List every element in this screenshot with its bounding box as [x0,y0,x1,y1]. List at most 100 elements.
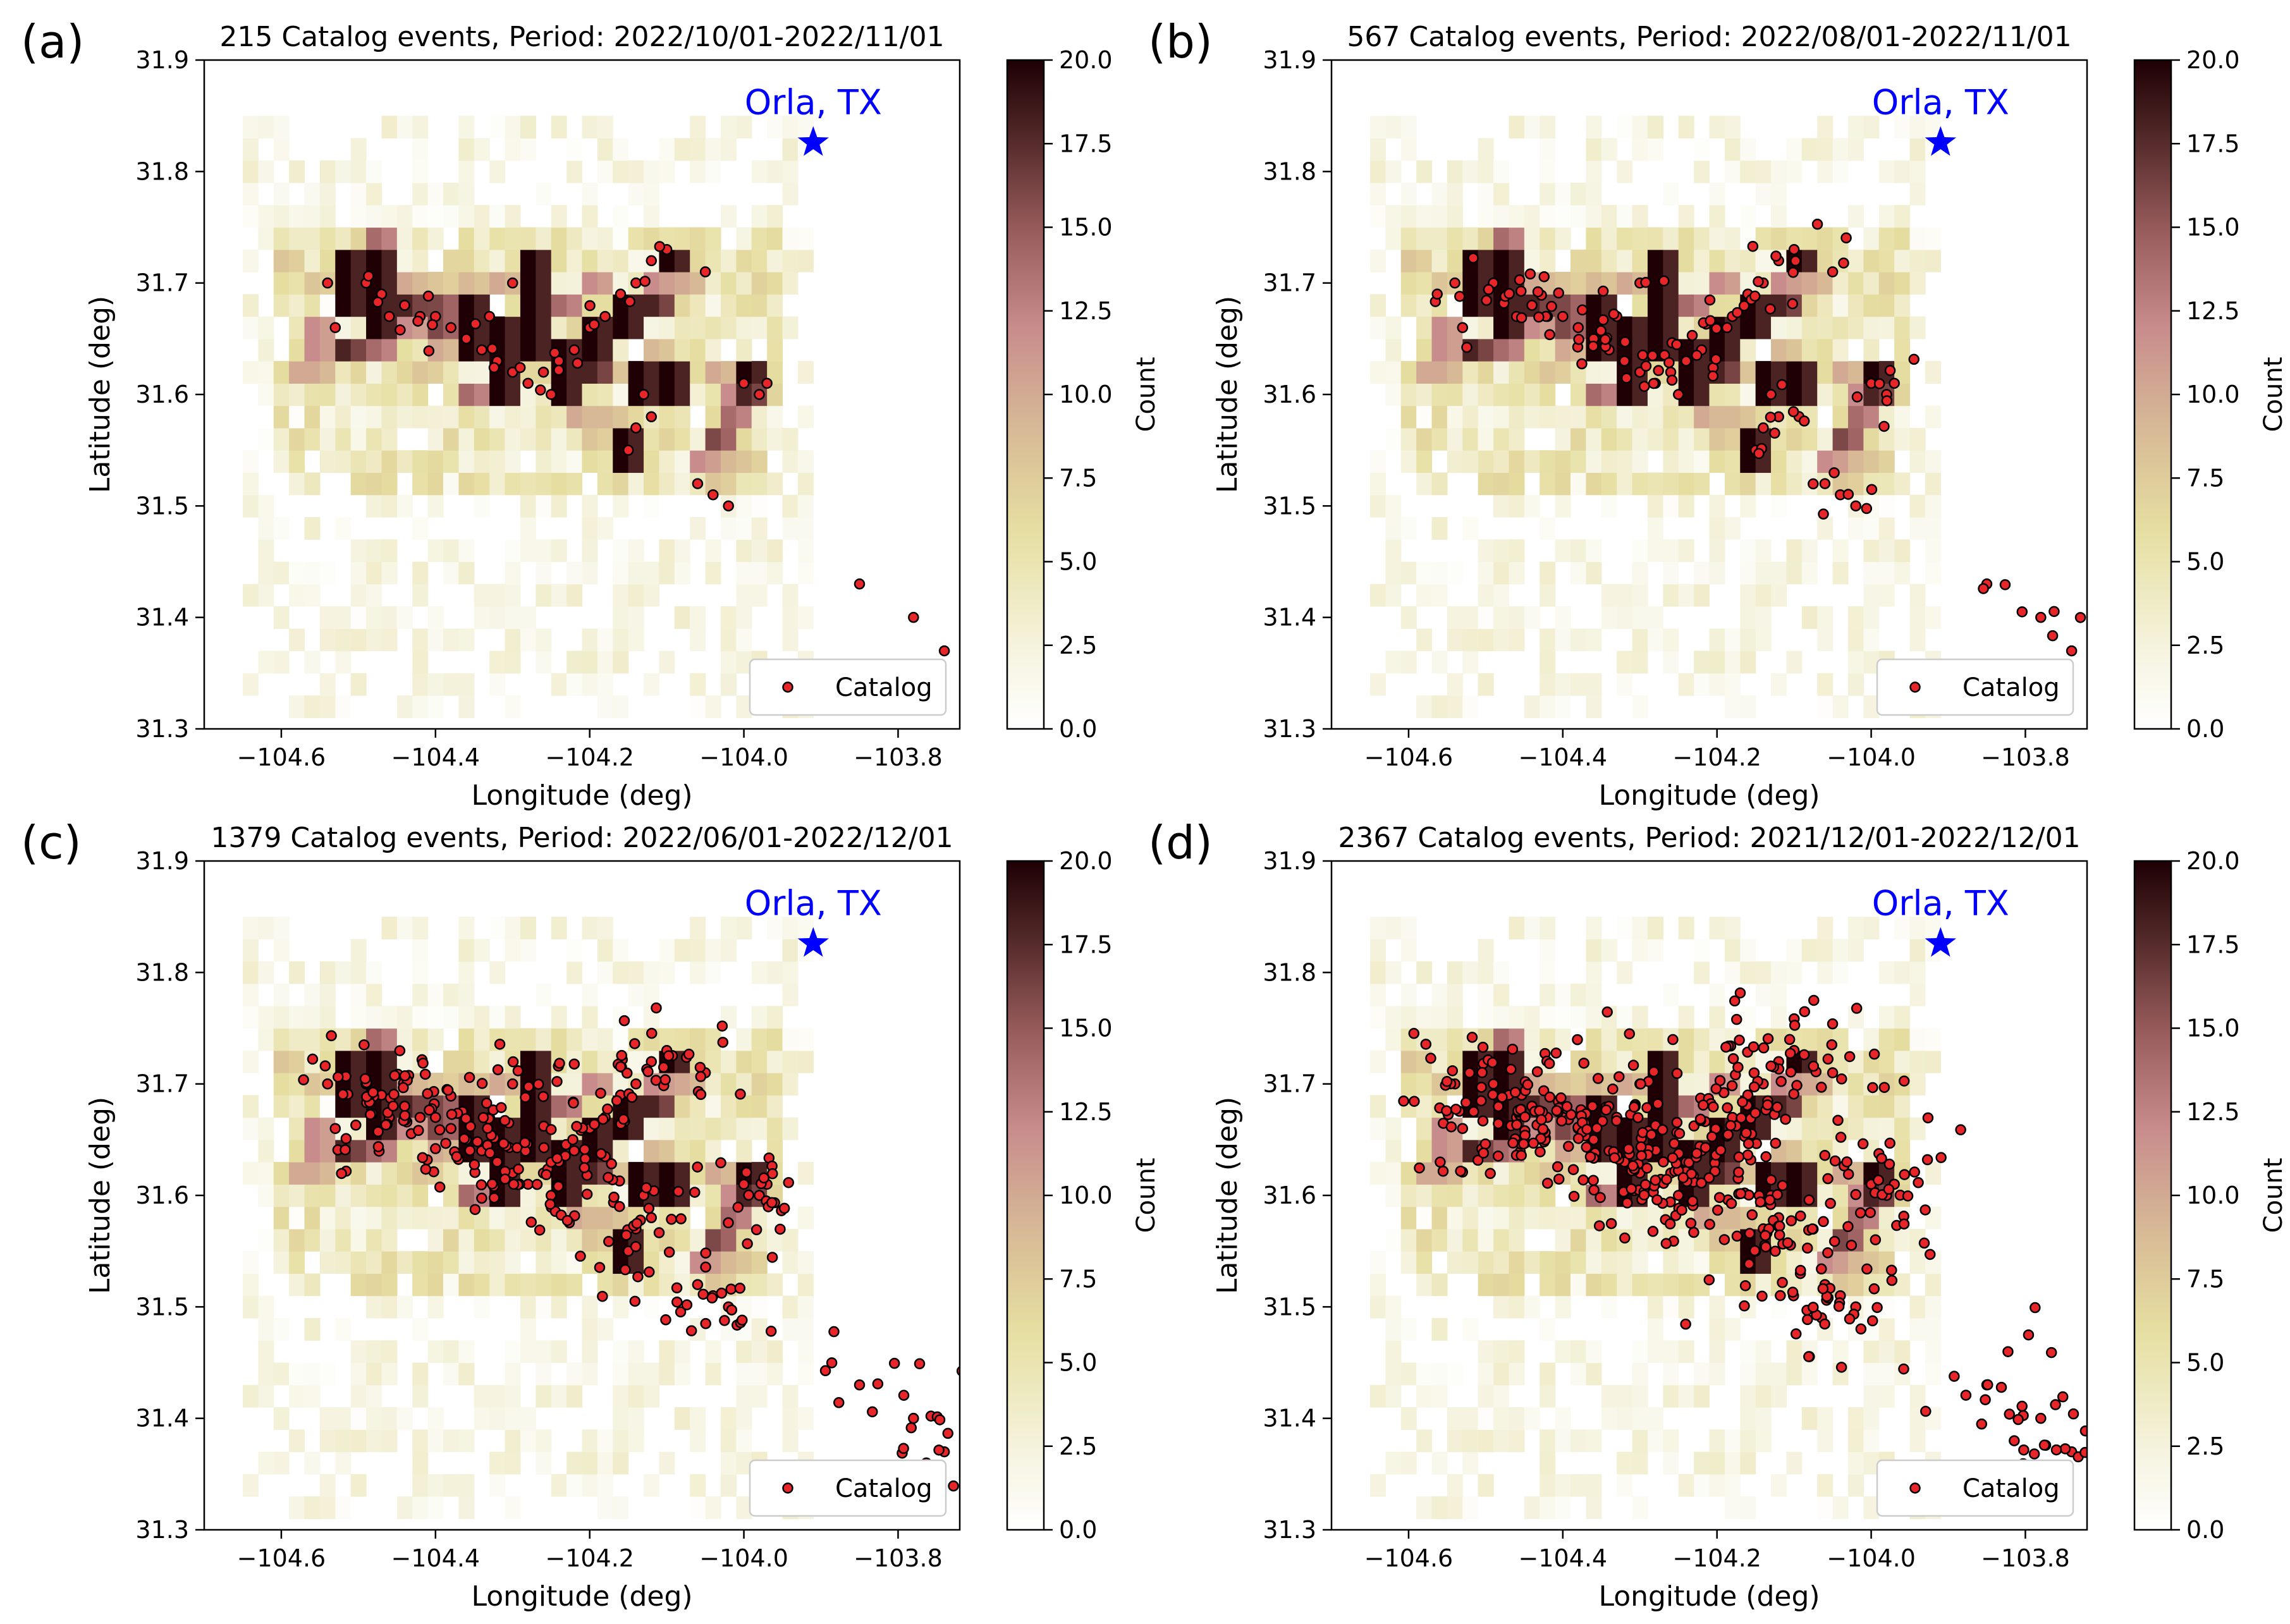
heatmap-cell [1755,583,1772,607]
heatmap-cell [582,1317,598,1341]
heatmap-cell [366,561,383,585]
catalog-event-point [1822,1053,1834,1065]
heatmap-cell [505,383,521,406]
heatmap-cell [412,160,429,183]
catalog-event-point [1497,1091,1508,1103]
heatmap-cell [381,1340,398,1364]
heatmap-cell [1617,961,1633,984]
heatmap-cell [1555,227,1571,250]
catalog-event-point [654,241,666,252]
catalog-event-point [553,1180,564,1192]
heatmap-cell [566,1362,583,1386]
heatmap-cell [1678,272,1694,295]
heatmap-cell [273,606,290,629]
catalog-event-point [750,1224,762,1236]
heatmap-cell [396,405,413,429]
heatmap-cell [242,138,259,161]
heatmap-cell [335,1228,352,1252]
heatmap-cell [304,1496,321,1519]
heatmap-cell [319,182,336,205]
catalog-event-point [1721,322,1733,334]
catalog-event-point [695,1089,707,1101]
catalog-event-point [2030,1302,2041,1314]
heatmap-cell [1555,1340,1571,1364]
y-tick-label: 31.8 [1263,157,1316,185]
heatmap-cell [304,1273,321,1297]
heatmap-cell [242,939,259,962]
heatmap-cell [720,1073,737,1096]
heatmap-cell [1724,917,1741,940]
heatmap-cell [613,1295,629,1319]
heatmap-cell [1478,1006,1494,1029]
heatmap-cell [551,1095,567,1118]
heatmap-cell [767,1340,783,1364]
heatmap-cell [1724,961,1741,984]
heatmap-cell [396,361,413,384]
heatmap-cell [1493,249,1510,272]
panel-letter: (d) [1148,816,1213,869]
heatmap-cell [597,472,613,496]
heatmap-cell [1678,227,1694,250]
heatmap-cell [736,494,752,518]
catalog-event-point [1725,1197,1737,1209]
heatmap-cell [1709,494,1725,518]
catalog-event-point [594,1262,606,1273]
catalog-event-point [2035,611,2047,623]
heatmap-cell [381,1251,398,1274]
catalog-event-point [1908,353,1920,365]
heatmap-cell [1740,1407,1756,1430]
heatmap-cell [1493,628,1510,652]
heatmap-cell [1694,227,1710,250]
heatmap-cell [720,450,737,473]
colorbar [1006,59,1045,730]
heatmap-cell [335,650,352,674]
heatmap-cell [751,272,768,295]
heatmap-cell [1832,1496,1849,1519]
heatmap-cell [1771,316,1787,339]
catalog-event-point [1827,1018,1839,1030]
catalog-event-point [1648,377,1660,389]
heatmap-cell [720,1184,737,1207]
heatmap-cell [1478,673,1494,696]
heatmap-cell [1801,939,1818,962]
catalog-event-point [1816,1263,1827,1275]
catalog-event-point [1477,1041,1489,1053]
catalog-event-point [1749,1245,1761,1257]
heatmap-cell [273,939,290,962]
catalog-event-point [659,1074,671,1085]
heatmap-cell [381,539,398,563]
heatmap-cell [597,116,613,139]
heatmap-cell [520,272,536,295]
heatmap-cell [674,405,690,429]
heatmap-cell [1909,494,1926,518]
heatmap-cell [1447,1407,1463,1430]
catalog-event-point [1671,339,1682,350]
heatmap-cell [1431,1206,1448,1230]
heatmap-cell [1925,361,1941,384]
y-tick-label: 31.5 [1263,1293,1316,1321]
heatmap-cell [366,494,383,518]
heatmap-cell [705,1496,721,1519]
heatmap-cell [505,1407,521,1430]
catalog-event-point [1593,1220,1605,1231]
heatmap-cell [1416,1273,1433,1297]
heatmap-cell [505,561,521,585]
heatmap-cell [489,227,506,250]
heatmap-cell [319,961,336,984]
catalog-event-point [1627,1160,1639,1172]
heatmap-cell [720,1095,737,1118]
heatmap-cell [304,427,321,451]
catalog-event-point [395,324,406,336]
heatmap-cell [335,1251,352,1274]
x-tick-label: −104.4 [1518,1544,1607,1572]
heatmap-cell [1632,695,1648,718]
heatmap-cell [489,383,506,406]
heatmap-cell [751,1050,768,1073]
heatmap-cell [1771,205,1787,228]
catalog-event-point [1493,1101,1504,1113]
heatmap-cell [566,249,583,272]
heatmap-cell [1863,606,1880,629]
heatmap-cell [628,249,644,272]
heatmap-cell [767,917,783,940]
catalog-event-point [740,1166,752,1178]
